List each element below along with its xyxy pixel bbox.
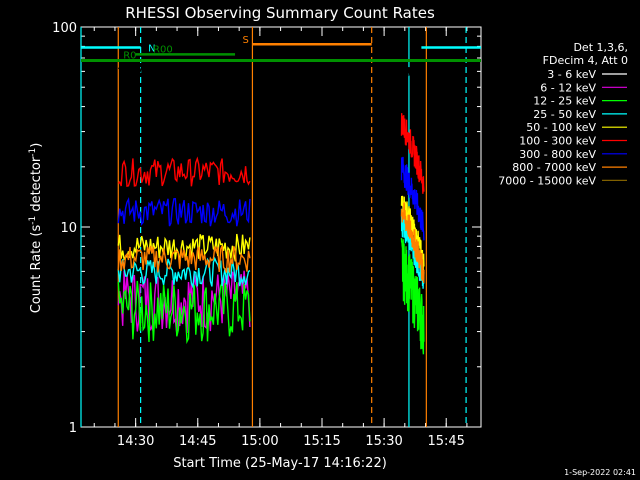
legend-entry-label: 300 - 800 keV <box>519 148 596 161</box>
series-line-3-6keV <box>117 61 251 76</box>
series-line-800-7000keV <box>400 202 425 284</box>
x-tick-label: 14:30 <box>117 434 154 449</box>
flag-label-S: S <box>242 35 248 46</box>
flag-bars: N S R0 R00 <box>81 35 481 62</box>
legend-entry-label: 50 - 100 keV <box>526 121 596 134</box>
y-axis-label-sup: -1 <box>28 216 38 225</box>
legend-entry-label: 800 - 7000 keV <box>512 161 596 174</box>
series-line-100-300keV <box>400 113 425 194</box>
y-tick-label: 1 <box>69 421 77 436</box>
y-axis-label-sup: -1 <box>28 148 38 157</box>
y-axis-label-part: detector <box>29 156 44 216</box>
flag-label-N: N <box>148 43 155 54</box>
y-axis-label-part: Count Rate (s <box>29 225 44 314</box>
x-tick-label: 14:45 <box>179 434 216 449</box>
event-lines <box>80 27 467 427</box>
legend-entry-label: 7000 - 15000 keV <box>498 174 596 187</box>
y-tick-label: 100 <box>52 21 77 36</box>
flag-label-R00: R00 <box>153 44 173 55</box>
series-line-12-25keV <box>117 280 251 345</box>
series-line-3-6keV <box>400 64 425 78</box>
y-tick-label: 10 <box>60 221 77 236</box>
series-line-25-50keV <box>117 256 251 289</box>
series-line-100-300keV <box>117 156 251 187</box>
legend-entry-label: 12 - 25 keV <box>533 95 596 108</box>
series-line-12-25keV <box>400 237 425 355</box>
y-axis-label: Count Rate (s-1 detector-1) <box>28 143 44 314</box>
series-line-800-7000keV <box>117 245 251 273</box>
legend-entry-label: 6 - 12 keV <box>540 81 596 94</box>
x-tick-label: 15:15 <box>303 434 340 449</box>
x-axis-label: Start Time (25-May-17 14:16:22) <box>173 456 387 471</box>
series-line-300-800keV <box>400 156 425 241</box>
x-tick-label: 15:30 <box>365 434 402 449</box>
legend-header-line: FDecim 4, Att 0 <box>543 54 628 67</box>
flag-label-R0: R0 <box>123 50 136 61</box>
series-line-50-100keV <box>400 195 425 275</box>
x-tick-label: 15:45 <box>427 434 464 449</box>
series-line-50-100keV <box>117 233 251 262</box>
series-line-300-800keV <box>117 197 251 227</box>
chart-title: RHESSI Observing Summary Count Rates <box>125 4 435 22</box>
series-line-6-12keV <box>117 270 251 334</box>
render-timestamp: 1-Sep-2022 02:41 <box>564 468 636 477</box>
legend-entry-label: 3 - 6 keV <box>547 68 596 81</box>
legend-header-line: Det 1,3,6, <box>573 41 628 54</box>
y-axis-label-part: ) <box>29 143 44 148</box>
x-tick-label: 15:00 <box>241 434 278 449</box>
legend-entry-label: 100 - 300 keV <box>519 135 596 148</box>
legend-entry-label: 25 - 50 keV <box>533 108 596 121</box>
series-group <box>117 61 425 355</box>
plot-axes: 1 10 100 14:30 14:45 15:00 15:15 15:30 15:45 <box>52 21 482 449</box>
